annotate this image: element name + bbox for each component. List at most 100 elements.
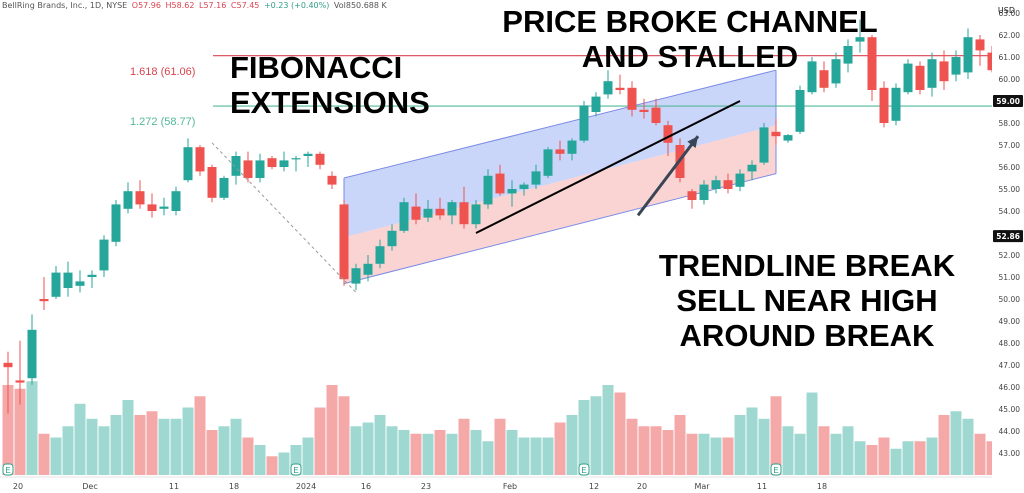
fib-1272-label: 1.272 (58.77) — [130, 116, 196, 128]
volume-bar — [602, 385, 614, 475]
candle-body — [915, 65, 925, 90]
volume-bar — [230, 418, 242, 475]
symbol-name[interactable]: BellRing Brands, Inc., 1D, NYSE — [2, 1, 128, 10]
channel-annotation-line2: AND STALLED — [581, 39, 799, 75]
volume-bar — [878, 437, 890, 475]
volume-bar — [890, 448, 902, 475]
candle-body — [903, 63, 913, 93]
earnings-marker — [770, 463, 782, 476]
volume-bar — [290, 445, 302, 475]
volume-bar — [386, 426, 398, 475]
price-tick-label: 58.00 — [999, 119, 1021, 128]
candle-body — [939, 61, 949, 82]
price-tick-label: 54.00 — [999, 207, 1021, 216]
volume-bar — [638, 426, 650, 475]
time-tick-label: Feb — [503, 482, 517, 491]
volume-bar — [578, 400, 590, 475]
fib-1618-label: 1.618 (61.06) — [130, 66, 196, 78]
candle-body — [483, 175, 493, 205]
time-tick-label: 12 — [589, 482, 599, 491]
candle-body — [255, 160, 265, 178]
volume-bar — [542, 437, 554, 475]
volume-bar — [86, 418, 98, 475]
candle-body — [867, 37, 877, 90]
candle-body — [51, 272, 61, 297]
volume-bar — [158, 418, 170, 475]
volume-bar — [38, 433, 50, 475]
volume-bar — [710, 437, 722, 475]
volume-bar — [950, 411, 962, 475]
candle-body — [627, 87, 637, 110]
candle-body — [771, 131, 781, 137]
time-tick-label: 11 — [757, 482, 767, 491]
volume-bar — [218, 426, 230, 475]
candle-body — [231, 156, 241, 176]
price-axis-layer: 43.00 44.00 45.00 46.00 47.00 48.00 49.00 50.00… — [992, 0, 1024, 493]
volume-value: Vol850.688 K — [333, 1, 387, 10]
candle-body — [795, 90, 805, 132]
volume-bar — [686, 433, 698, 475]
candle-body — [747, 164, 757, 172]
volume-bar — [14, 388, 26, 475]
time-tick-label: 18 — [229, 482, 239, 491]
volume-bar — [494, 418, 506, 475]
volume-bar — [398, 430, 410, 475]
volume-bar — [782, 426, 794, 475]
volume-bar — [314, 407, 326, 475]
currency-label: USD — [997, 6, 1015, 15]
candle-body — [531, 171, 541, 185]
volume-bar — [122, 400, 134, 475]
volume-bar — [854, 441, 866, 475]
price-tick-label: 49.00 — [999, 317, 1021, 326]
volume-bar — [278, 452, 290, 475]
volume-bar — [566, 415, 578, 475]
time-tick-label: 11 — [169, 482, 179, 491]
volume-bar — [758, 418, 770, 475]
volume-bar — [170, 418, 182, 475]
candle-body — [579, 105, 589, 141]
candle-body — [375, 246, 385, 264]
time-tick-label: 20 — [637, 482, 647, 491]
candle-body — [363, 263, 373, 275]
candle-body — [555, 149, 565, 154]
price-tick-label: 61.00 — [999, 53, 1021, 62]
candle-body — [207, 167, 217, 198]
price-tick-label: 57.00 — [999, 141, 1021, 150]
volume-bar — [518, 437, 530, 475]
candle-body — [291, 158, 301, 160]
candle-body — [387, 230, 397, 247]
arrow-head — [687, 136, 698, 148]
price-tick-label: 47.00 — [999, 361, 1021, 370]
candle-body — [39, 299, 49, 302]
volume-bar — [734, 415, 746, 475]
earnings-marker — [578, 463, 590, 476]
time-axis-layer: 20 Dec 11 18 2024 16 23 Feb 12 20 Mar 11 18 — [0, 476, 992, 491]
volume-bar — [362, 422, 374, 475]
price-badge — [993, 95, 1023, 107]
time-tick-label: Mar — [694, 482, 710, 491]
candle-body — [831, 59, 841, 84]
candle-body — [75, 281, 85, 286]
candle-body — [711, 180, 721, 189]
volume-bar — [962, 418, 974, 475]
price-tick-label: 48.00 — [999, 339, 1021, 348]
candle-body — [219, 178, 229, 198]
price-badge-label: 52.86 — [996, 232, 1020, 241]
candle-body — [615, 87, 625, 90]
volume-bar — [326, 385, 338, 475]
fibonacci-annotation-line1: FIBONACCI — [230, 50, 403, 85]
candle-body — [723, 180, 733, 189]
candle-body — [27, 329, 37, 379]
volume-bar — [266, 456, 278, 475]
volume-bar — [206, 430, 218, 475]
candle-body — [267, 158, 277, 167]
price-tick-label: 45.00 — [999, 405, 1021, 414]
earnings-marker-letter: E — [581, 466, 586, 475]
trendline-annotation-line2: SELL NEAR HIGH — [676, 283, 938, 319]
volume-bar — [458, 418, 470, 475]
candle-body — [975, 39, 985, 51]
candle-body — [699, 184, 709, 200]
time-tick-label: 2024 — [296, 482, 316, 491]
